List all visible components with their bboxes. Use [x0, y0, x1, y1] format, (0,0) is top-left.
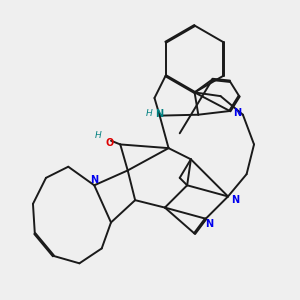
Text: H: H: [146, 109, 153, 118]
Text: O: O: [105, 138, 113, 148]
Text: N: N: [233, 108, 242, 118]
Text: N: N: [231, 195, 239, 205]
Text: N: N: [206, 219, 214, 229]
Text: N: N: [156, 109, 164, 119]
Text: H: H: [94, 130, 101, 140]
Text: N: N: [90, 175, 98, 185]
